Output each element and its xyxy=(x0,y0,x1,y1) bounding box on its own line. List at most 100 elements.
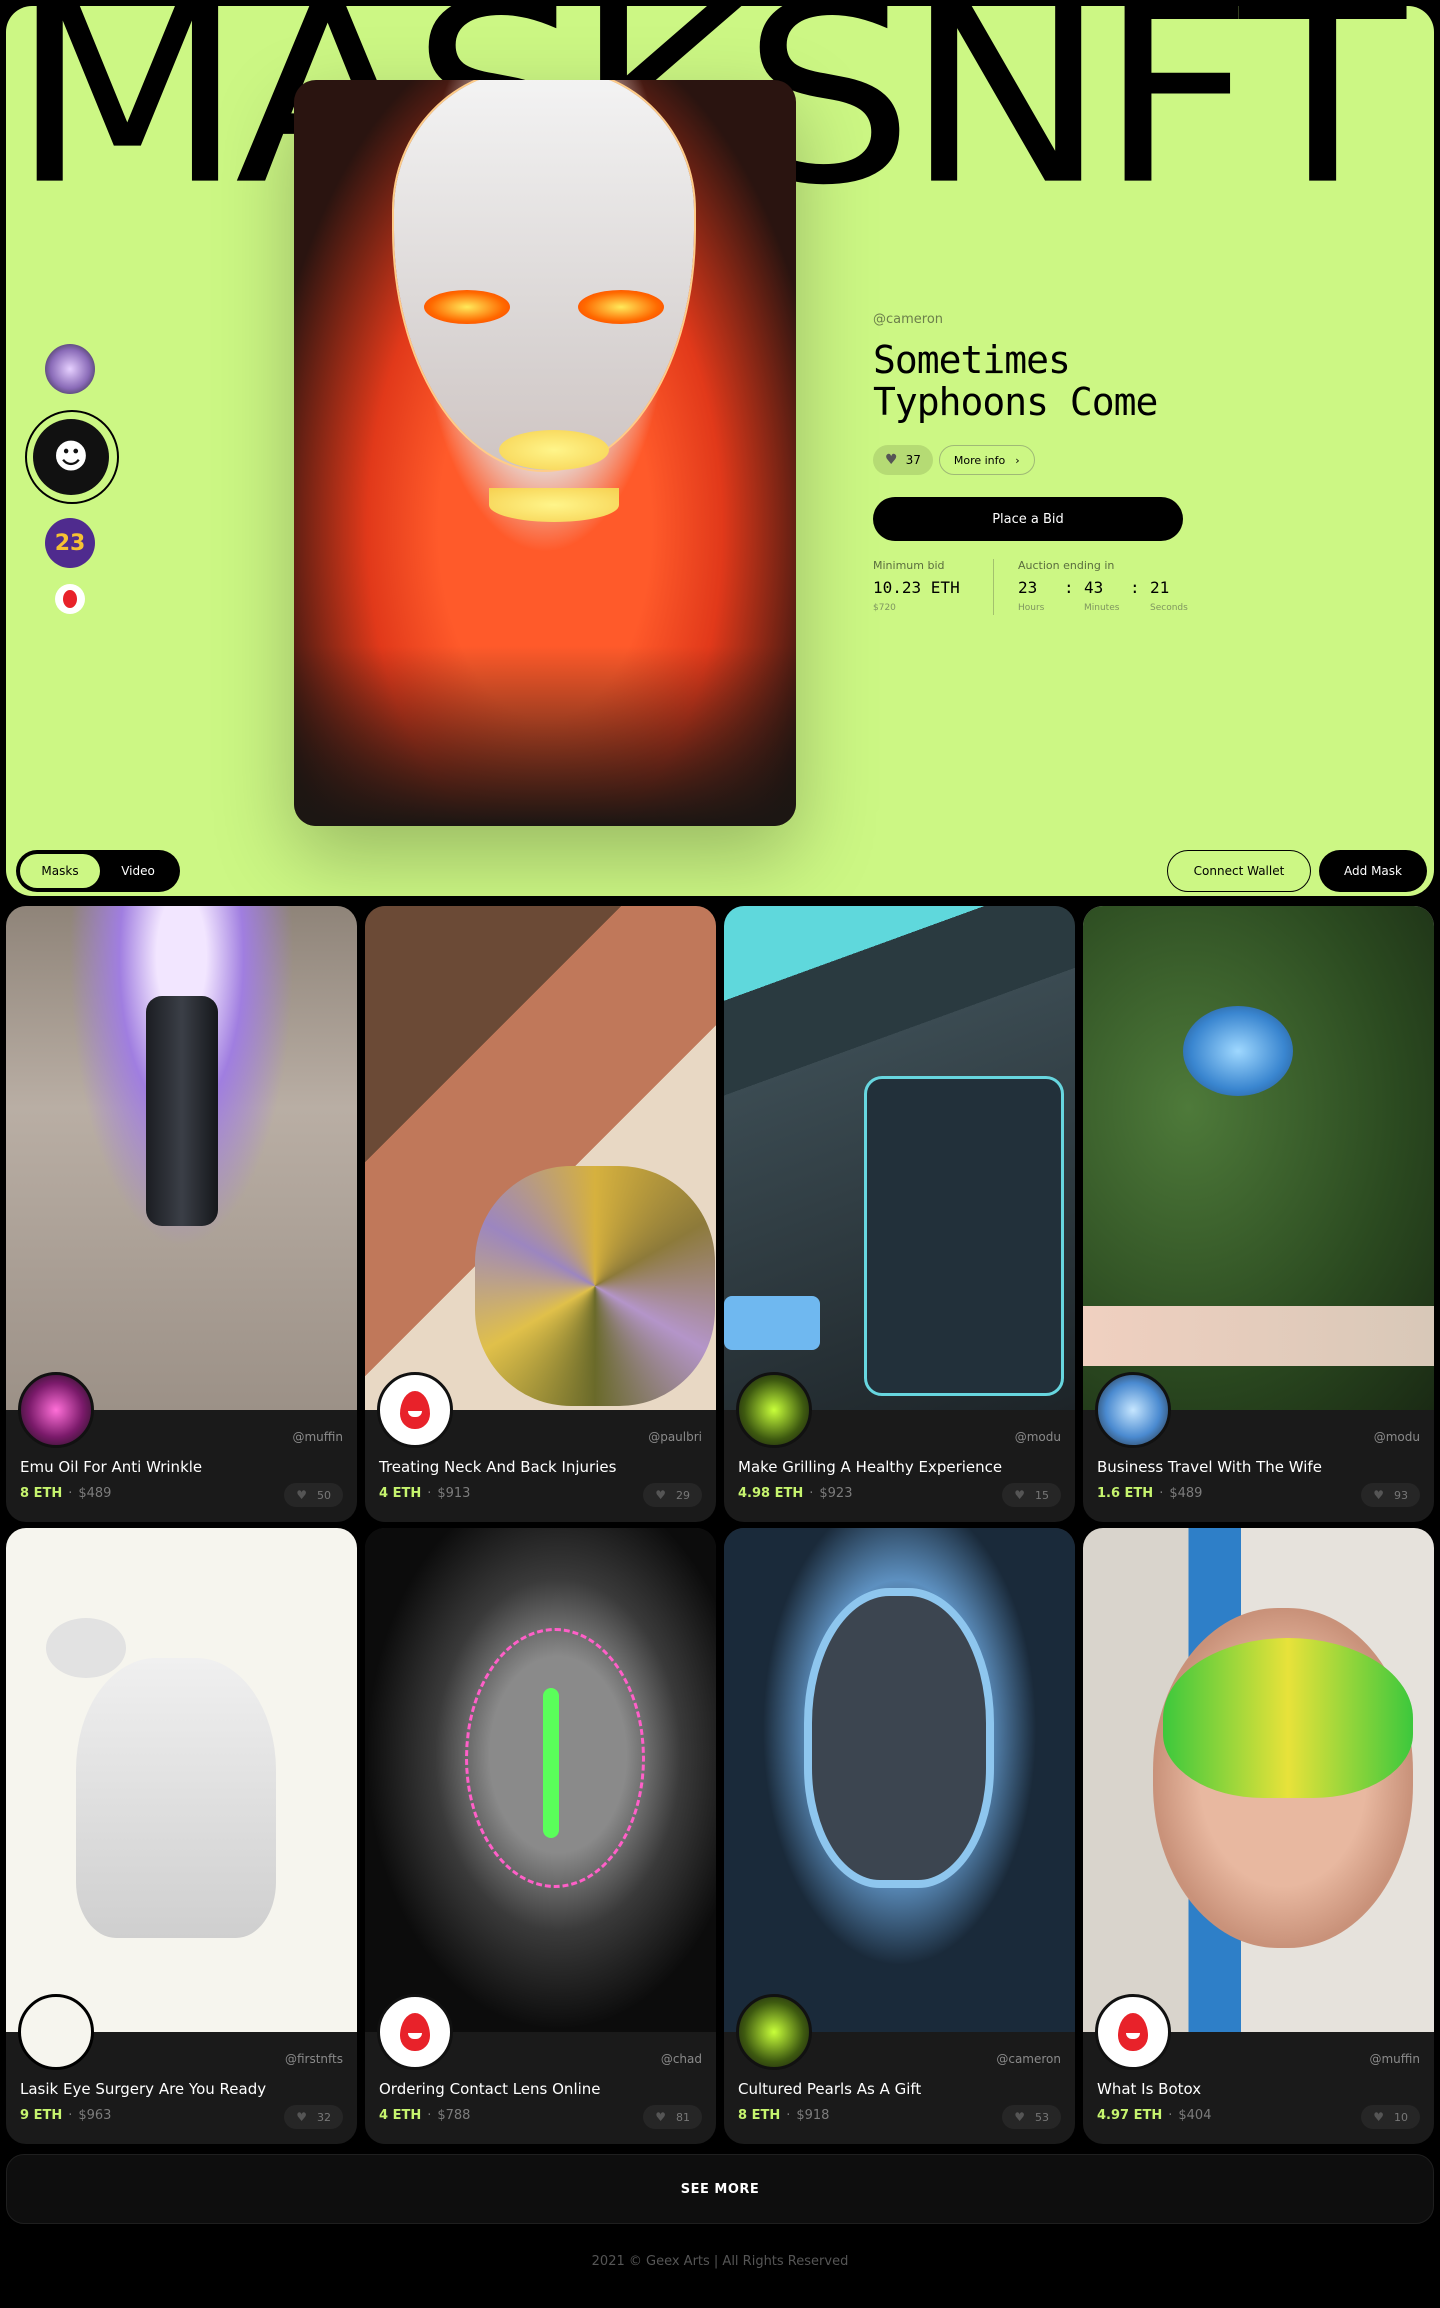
owner-avatar[interactable] xyxy=(1095,1994,1171,2070)
mask-card-image[interactable] xyxy=(724,906,1075,1410)
timer-hours: 23 xyxy=(1018,578,1038,597)
mask-card-image[interactable] xyxy=(365,906,716,1410)
card-title[interactable]: What Is Botox xyxy=(1097,2080,1202,2098)
card-title[interactable]: Lasik Eye Surgery Are You Ready xyxy=(20,2080,267,2098)
mask-card-image[interactable] xyxy=(1083,1528,1434,2032)
card-like-count: 32 xyxy=(317,2110,331,2124)
mask-card[interactable]: @modu Business Travel With The Wife 1.6 … xyxy=(1083,906,1434,1522)
featured-mask-image[interactable] xyxy=(294,80,796,826)
creator-avatar-flower[interactable] xyxy=(45,344,95,394)
footer-copyright: 2021 © Geex Arts | All Rights Reserved xyxy=(591,2254,849,2269)
place-bid-button[interactable]: Place a Bid xyxy=(873,497,1183,541)
owner-avatar[interactable] xyxy=(736,1994,812,2070)
mask-card-image[interactable] xyxy=(6,906,357,1410)
price-separator: · xyxy=(427,1486,432,1501)
card-owner[interactable]: @muffin xyxy=(1369,2052,1420,2066)
neon-face-paint xyxy=(465,1628,645,1888)
card-like-button[interactable]: ♥ 93 xyxy=(1361,1483,1420,1507)
mask-card[interactable]: @muffin Emu Oil For Anti Wrinkle 8 ETH ·… xyxy=(6,906,357,1522)
creator-avatar-monkeys[interactable]: ☻ xyxy=(33,419,109,495)
mask-card-image[interactable] xyxy=(1083,906,1434,1410)
card-owner[interactable]: @chad xyxy=(660,2052,702,2066)
tab-video[interactable]: Video xyxy=(121,864,155,878)
featured-info: @cameron Sometimes Typhoons Come ♥ 37 Mo… xyxy=(873,312,1253,615)
owner-avatar[interactable] xyxy=(377,1994,453,2070)
mask-card[interactable]: @cameron Cultured Pearls As A Gift 8 ETH… xyxy=(724,1528,1075,2144)
active-avatar-ring xyxy=(25,410,119,504)
mask-card[interactable]: @muffin What Is Botox 4.97 ETH · $404 ♥ 1… xyxy=(1083,1528,1434,2144)
heart-icon: ♥ xyxy=(296,2110,307,2124)
card-owner[interactable]: @modu xyxy=(1373,1430,1420,1444)
card-eth: 4.97 ETH xyxy=(1097,2108,1163,2123)
settings-panel xyxy=(864,1076,1064,1396)
railing xyxy=(1083,1306,1434,1366)
like-button[interactable]: ♥ 37 xyxy=(873,445,933,475)
card-like-button[interactable]: ♥ 81 xyxy=(643,2105,702,2129)
more-info-button[interactable]: More info › xyxy=(938,445,1035,475)
card-title[interactable]: Emu Oil For Anti Wrinkle xyxy=(20,1458,203,1476)
card-like-count: 15 xyxy=(1035,1488,1049,1502)
owner-avatar[interactable] xyxy=(736,1372,812,1448)
creator-avatar-egg[interactable] xyxy=(55,584,85,614)
card-owner[interactable]: @firstnfts xyxy=(284,2052,343,2066)
green-mask-paint xyxy=(1163,1638,1413,1798)
chevron-right-icon: › xyxy=(1015,453,1020,467)
owner-avatar[interactable] xyxy=(18,1994,94,2070)
owner-avatar[interactable] xyxy=(1095,1372,1171,1448)
card-like-button[interactable]: ♥ 15 xyxy=(1002,1483,1061,1507)
mask-eye-right xyxy=(578,290,664,324)
timer-hours-label: Hours xyxy=(1018,603,1045,613)
mask-card[interactable]: @chad Ordering Contact Lens Online 4 ETH… xyxy=(365,1528,716,2144)
hero-section: MASKSNFT ☻ 23 @cameron Sometimes Typhoon… xyxy=(6,6,1434,896)
card-like-button[interactable]: ♥ 10 xyxy=(1361,2105,1420,2129)
card-usd: $489 xyxy=(78,1486,112,1501)
card-title[interactable]: Make Grilling A Healthy Experience xyxy=(738,1458,1003,1476)
owner-avatar[interactable] xyxy=(377,1372,453,1448)
mask-card[interactable]: @firstnfts Lasik Eye Surgery Are You Rea… xyxy=(6,1528,357,2144)
card-price: 4.98 ETH · $923 xyxy=(738,1486,852,1501)
card-usd: $963 xyxy=(78,2108,112,2123)
card-owner[interactable]: @muffin xyxy=(292,1430,343,1444)
card-price: 8 ETH · $489 xyxy=(20,1486,111,1501)
mask-card-image[interactable] xyxy=(724,1528,1075,2032)
heart-icon: ♥ xyxy=(885,452,898,468)
mask-card[interactable]: @paulbri Treating Neck And Back Injuries… xyxy=(365,906,716,1522)
auction-details: Minimum bid 10.23 ETH $720 Auction endin… xyxy=(873,559,1253,615)
card-title[interactable]: Ordering Contact Lens Online xyxy=(379,2080,601,2098)
card-owner[interactable]: @paulbri xyxy=(648,1430,702,1444)
timer-minutes-label: Minutes xyxy=(1084,603,1120,613)
mask-card-image[interactable] xyxy=(365,1528,716,2032)
tab-masks[interactable]: Masks xyxy=(20,854,100,888)
timer-separator: : xyxy=(1064,578,1074,597)
card-owner[interactable]: @modu xyxy=(1014,1430,1061,1444)
card-like-count: 10 xyxy=(1394,2110,1408,2124)
mask-mouth xyxy=(489,488,619,522)
owner-avatar[interactable] xyxy=(18,1372,94,1448)
see-more-button[interactable]: SEE MORE xyxy=(6,2154,1434,2224)
card-like-button[interactable]: ♥ 29 xyxy=(643,1483,702,1507)
card-eth: 4 ETH xyxy=(379,2108,422,2123)
min-bid-label: Minimum bid xyxy=(873,559,945,572)
egg-icon xyxy=(400,1391,430,1429)
card-eth: 1.6 ETH xyxy=(1097,1486,1154,1501)
mask-card[interactable]: @modu Make Grilling A Healthy Experience… xyxy=(724,906,1075,1522)
mask-card-image[interactable] xyxy=(6,1528,357,2032)
card-like-count: 53 xyxy=(1035,2110,1049,2124)
featured-handle[interactable]: @cameron xyxy=(873,312,944,327)
connect-wallet-button[interactable]: Connect Wallet xyxy=(1167,850,1311,892)
heart-icon: ♥ xyxy=(1373,1488,1384,1502)
card-like-button[interactable]: ♥ 53 xyxy=(1002,2105,1061,2129)
card-usd: $918 xyxy=(796,2108,830,2123)
card-like-button[interactable]: ♥ 50 xyxy=(284,1483,343,1507)
min-bid-value: 10.23 ETH xyxy=(873,578,960,597)
card-eth: 8 ETH xyxy=(738,2108,781,2123)
card-like-button[interactable]: ♥ 32 xyxy=(284,2105,343,2129)
card-title[interactable]: Business Travel With The Wife xyxy=(1097,1458,1322,1476)
card-title[interactable]: Treating Neck And Back Injuries xyxy=(379,1458,617,1476)
add-mask-button[interactable]: Add Mask xyxy=(1319,850,1427,892)
card-owner[interactable]: @cameron xyxy=(996,2052,1061,2066)
more-info-label: More info xyxy=(953,453,1006,467)
card-title[interactable]: Cultured Pearls As A Gift xyxy=(738,2080,922,2098)
mask-eye-left xyxy=(424,290,510,324)
creator-avatar-23[interactable]: 23 xyxy=(45,518,95,568)
